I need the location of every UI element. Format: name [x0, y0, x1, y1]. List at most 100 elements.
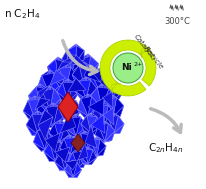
- Polygon shape: [98, 123, 108, 141]
- Polygon shape: [85, 144, 95, 152]
- Polygon shape: [28, 84, 40, 96]
- Polygon shape: [64, 163, 73, 177]
- Polygon shape: [75, 77, 86, 100]
- Polygon shape: [26, 111, 38, 125]
- Polygon shape: [61, 64, 73, 89]
- Polygon shape: [60, 135, 70, 156]
- Polygon shape: [60, 170, 70, 171]
- Polygon shape: [79, 131, 89, 152]
- Polygon shape: [54, 142, 66, 143]
- Polygon shape: [85, 113, 95, 134]
- Polygon shape: [55, 150, 65, 171]
- Polygon shape: [91, 68, 103, 74]
- Polygon shape: [59, 109, 70, 119]
- Polygon shape: [30, 120, 42, 121]
- Polygon shape: [62, 82, 74, 101]
- Polygon shape: [77, 62, 89, 87]
- Polygon shape: [102, 88, 114, 108]
- Polygon shape: [84, 67, 100, 82]
- Text: 300°C: 300°C: [164, 18, 190, 26]
- Polygon shape: [78, 149, 87, 168]
- Polygon shape: [56, 59, 66, 79]
- Polygon shape: [40, 84, 52, 109]
- Polygon shape: [65, 114, 76, 128]
- Polygon shape: [75, 77, 86, 91]
- Polygon shape: [66, 52, 78, 72]
- Polygon shape: [77, 109, 88, 118]
- Polygon shape: [38, 102, 50, 111]
- Polygon shape: [33, 142, 45, 151]
- Polygon shape: [71, 136, 82, 137]
- Polygon shape: [28, 84, 40, 107]
- Polygon shape: [72, 65, 84, 86]
- Polygon shape: [87, 116, 97, 133]
- Polygon shape: [60, 153, 70, 170]
- Polygon shape: [28, 87, 40, 108]
- Polygon shape: [50, 77, 60, 81]
- Polygon shape: [32, 111, 44, 135]
- Polygon shape: [63, 97, 75, 120]
- Polygon shape: [41, 149, 53, 151]
- Polygon shape: [91, 139, 100, 156]
- Polygon shape: [50, 70, 62, 82]
- Polygon shape: [83, 164, 91, 165]
- Polygon shape: [41, 126, 53, 151]
- Polygon shape: [62, 79, 74, 82]
- Polygon shape: [32, 115, 44, 135]
- Polygon shape: [62, 79, 74, 101]
- Polygon shape: [92, 105, 103, 124]
- Polygon shape: [28, 96, 40, 108]
- Polygon shape: [84, 147, 93, 150]
- Polygon shape: [38, 117, 53, 140]
- Polygon shape: [49, 120, 60, 143]
- Polygon shape: [68, 78, 86, 92]
- Polygon shape: [76, 117, 87, 136]
- FancyArrow shape: [141, 48, 150, 58]
- Polygon shape: [101, 92, 112, 101]
- Polygon shape: [40, 89, 52, 108]
- Polygon shape: [102, 92, 113, 108]
- Polygon shape: [50, 70, 66, 85]
- Polygon shape: [35, 99, 47, 120]
- Polygon shape: [81, 131, 91, 135]
- Polygon shape: [38, 86, 50, 102]
- Polygon shape: [47, 59, 58, 79]
- Polygon shape: [55, 147, 70, 162]
- Polygon shape: [95, 121, 105, 143]
- Polygon shape: [42, 70, 54, 75]
- Polygon shape: [33, 126, 45, 151]
- Polygon shape: [47, 57, 58, 67]
- Circle shape: [113, 53, 143, 83]
- Polygon shape: [113, 98, 124, 117]
- Polygon shape: [44, 143, 55, 161]
- Polygon shape: [108, 116, 118, 133]
- Polygon shape: [72, 62, 84, 86]
- Polygon shape: [60, 135, 70, 148]
- Polygon shape: [103, 102, 114, 115]
- Polygon shape: [63, 119, 75, 120]
- Polygon shape: [70, 114, 81, 118]
- Polygon shape: [80, 156, 88, 164]
- Polygon shape: [84, 149, 93, 164]
- Polygon shape: [77, 70, 88, 78]
- Polygon shape: [89, 68, 100, 85]
- Polygon shape: [105, 131, 115, 141]
- Polygon shape: [75, 81, 86, 99]
- Polygon shape: [60, 52, 72, 72]
- Polygon shape: [73, 151, 82, 168]
- Polygon shape: [78, 143, 88, 160]
- Polygon shape: [73, 160, 82, 177]
- Polygon shape: [38, 115, 50, 135]
- Polygon shape: [84, 66, 96, 86]
- Polygon shape: [74, 149, 83, 169]
- FancyArrowPatch shape: [63, 41, 97, 75]
- Polygon shape: [49, 133, 60, 143]
- Polygon shape: [69, 152, 78, 168]
- Polygon shape: [57, 79, 68, 101]
- Polygon shape: [70, 97, 81, 120]
- Polygon shape: [107, 79, 118, 101]
- Polygon shape: [38, 91, 50, 110]
- Polygon shape: [85, 135, 95, 151]
- Polygon shape: [80, 149, 88, 164]
- Polygon shape: [107, 79, 118, 82]
